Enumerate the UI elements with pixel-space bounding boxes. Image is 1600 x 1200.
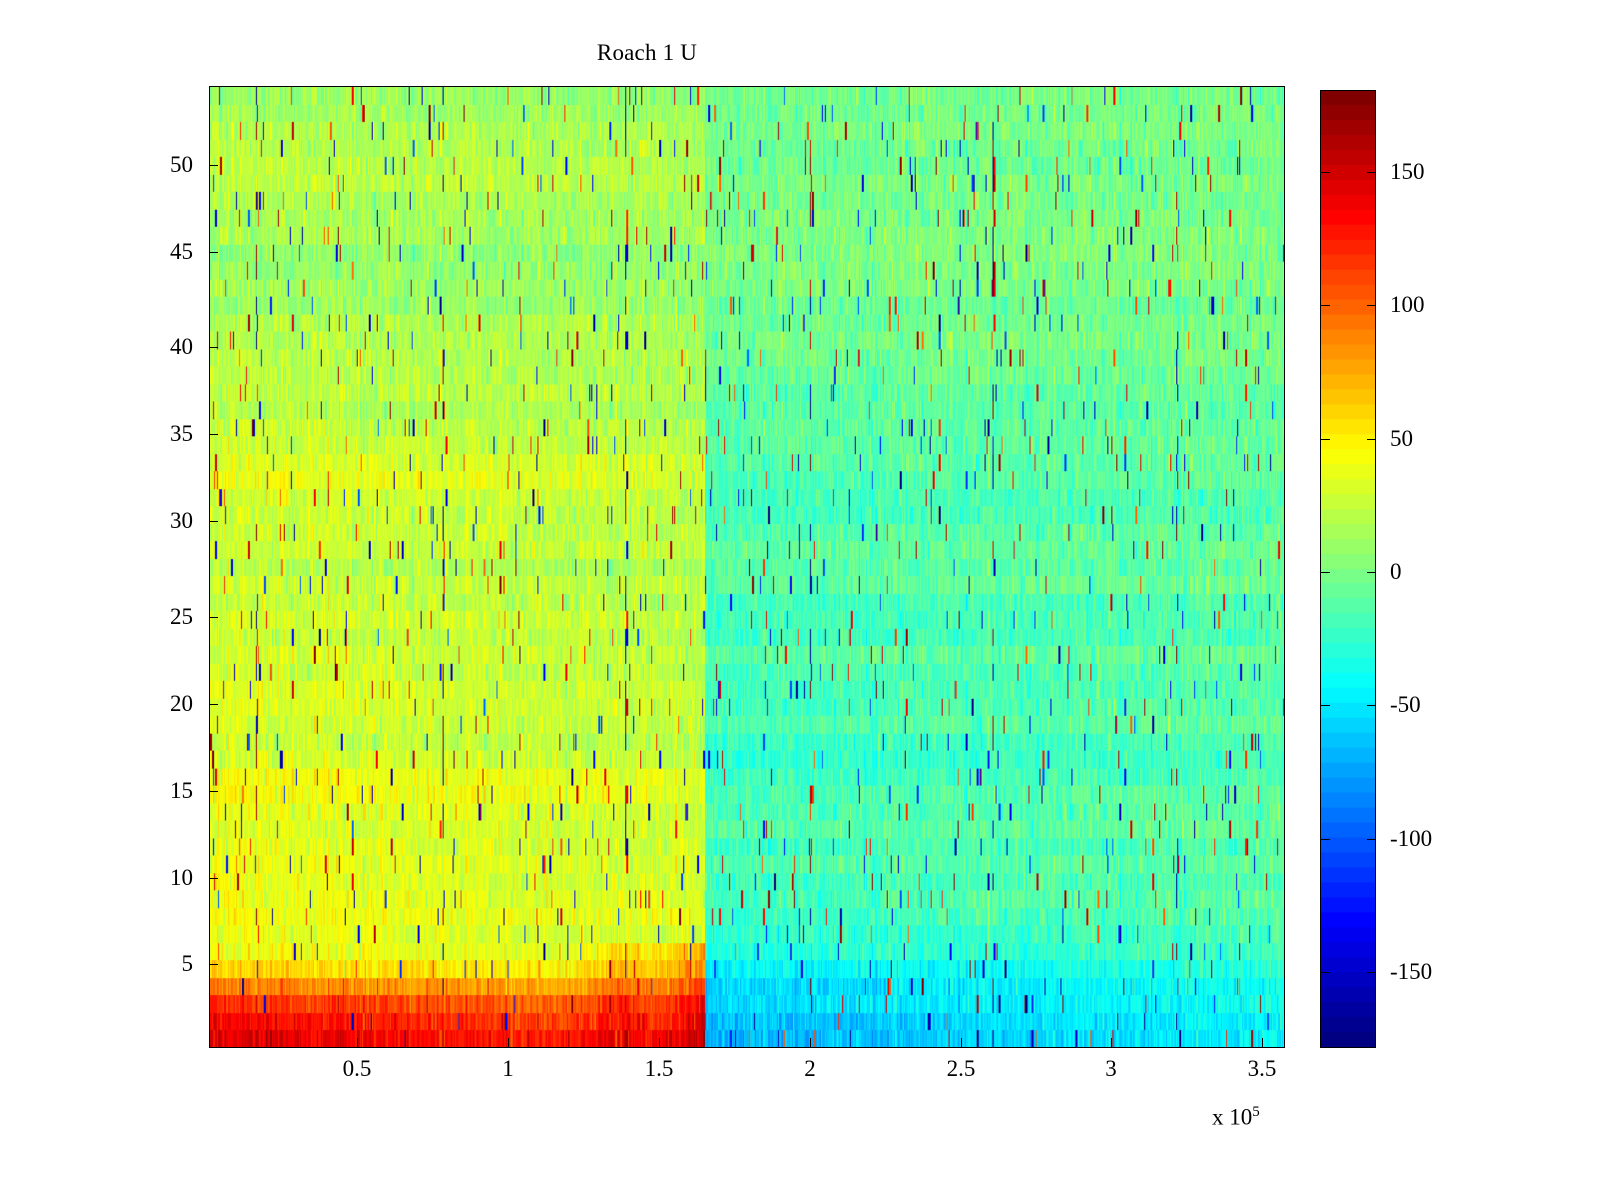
colorbar-tick-label: -50: [1390, 692, 1421, 717]
colorbar[interactable]: [1320, 90, 1376, 1048]
colorbar-tick-mark: [1321, 172, 1330, 173]
y-tick-label: 30: [170, 508, 193, 533]
colorbar-tick-label: 150: [1390, 159, 1425, 184]
x-tick-label: 2.5: [946, 1056, 976, 1081]
colorbar-tick-label: 50: [1390, 426, 1413, 451]
y-tick-mark: [209, 521, 218, 522]
x-axis-exponent-power: 5: [1252, 1104, 1260, 1120]
y-tick-label: 20: [170, 691, 193, 716]
x-tick-label: 2: [804, 1056, 816, 1081]
colorbar-tick-mark: [1367, 572, 1376, 573]
colorbar-tick-label: -150: [1390, 959, 1433, 984]
x-tick-label: 3.5: [1247, 1056, 1277, 1081]
colorbar-tick-mark: [1321, 839, 1330, 840]
x-tick-mark: [810, 1038, 811, 1047]
colorbar-tick-label: 0: [1390, 559, 1402, 584]
y-tick-label: 45: [170, 239, 193, 264]
y-tick-mark: [209, 252, 218, 253]
x-axis-exponent-label: x 105: [1212, 1104, 1260, 1131]
y-tick-mark: [209, 878, 218, 879]
y-tick-label: 5: [181, 951, 194, 976]
y-tick-mark: [209, 791, 218, 792]
x-tick-mark: [961, 1038, 962, 1047]
x-axis-exponent-base: x 10: [1212, 1104, 1253, 1130]
x-tick-mark: [508, 1038, 509, 1047]
colorbar-tick-label: -100: [1390, 826, 1433, 851]
colorbar-tick-mark: [1321, 972, 1330, 973]
page-title: Roach 1 U: [596, 40, 698, 65]
y-tick-label: 25: [170, 604, 193, 629]
y-tick-label: 50: [170, 152, 193, 177]
x-tick-label: 0.5: [342, 1056, 372, 1081]
x-tick-mark: [1111, 1038, 1112, 1047]
y-tick-label: 10: [170, 865, 193, 890]
y-tick-label: 40: [170, 334, 193, 359]
x-tick-label: 1.5: [644, 1056, 674, 1081]
y-tick-label: 35: [170, 421, 193, 446]
y-tick-label: 15: [170, 778, 193, 803]
x-tick-label: 3: [1105, 1056, 1117, 1081]
x-tick-label: 1: [502, 1056, 514, 1081]
colorbar-tick-mark: [1367, 839, 1376, 840]
colorbar-tick-mark: [1367, 705, 1376, 706]
y-tick-mark: [209, 347, 218, 348]
colorbar-tick-label: 100: [1390, 292, 1425, 317]
y-tick-mark: [209, 704, 218, 705]
heatmap-image: [210, 87, 1284, 1047]
colorbar-tick-mark: [1367, 305, 1376, 306]
y-tick-mark: [209, 165, 218, 166]
colorbar-tick-mark: [1321, 439, 1330, 440]
y-tick-mark: [209, 964, 218, 965]
colorbar-tick-mark: [1367, 172, 1376, 173]
x-tick-mark: [659, 1038, 660, 1047]
colorbar-tick-mark: [1321, 305, 1330, 306]
colorbar-tick-mark: [1367, 439, 1376, 440]
x-tick-mark: [1262, 1038, 1263, 1047]
colorbar-gradient: [1321, 91, 1375, 1047]
x-tick-mark: [357, 1038, 358, 1047]
colorbar-tick-mark: [1321, 572, 1330, 573]
heatmap-axes[interactable]: [209, 86, 1285, 1048]
y-tick-mark: [209, 617, 218, 618]
y-tick-mark: [209, 434, 218, 435]
colorbar-tick-mark: [1367, 972, 1376, 973]
colorbar-tick-mark: [1321, 705, 1330, 706]
